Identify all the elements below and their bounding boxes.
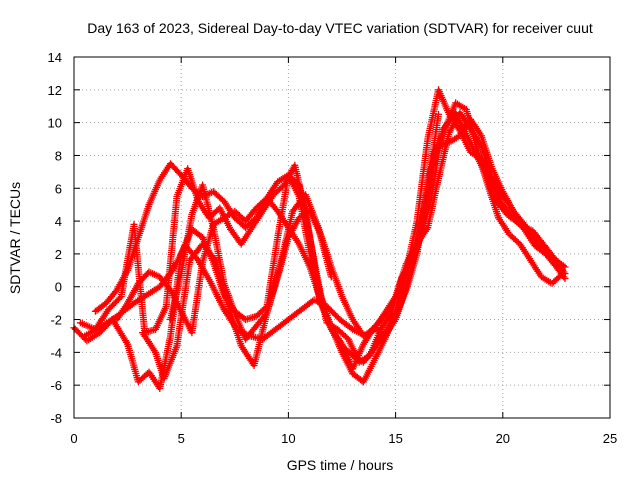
x-tick-label: 10 bbox=[281, 431, 295, 446]
chart-title: Day 163 of 2023, Sidereal Day-to-day VTE… bbox=[87, 20, 593, 36]
x-tick-label: 5 bbox=[178, 431, 185, 446]
y-tick-label: 6 bbox=[55, 181, 62, 196]
data-point-markers bbox=[91, 86, 569, 386]
y-tick-label: -6 bbox=[50, 378, 62, 393]
x-tick-label: 0 bbox=[70, 431, 77, 446]
x-tick-label: 20 bbox=[496, 431, 510, 446]
y-axis-label: SDTVAR / TECUs bbox=[7, 182, 23, 294]
series-track-3 bbox=[91, 86, 569, 386]
series-track-7 bbox=[139, 191, 335, 383]
y-tick-label: -2 bbox=[50, 313, 62, 328]
y-tick-label: 14 bbox=[48, 50, 62, 65]
data-point-markers bbox=[139, 191, 335, 383]
x-tick-label: 15 bbox=[388, 431, 402, 446]
axis-ticks: 0 5 10 15 20 25 -8 -6 -4 -2 0 2 4 6 8 10 12 14 bbox=[48, 50, 618, 446]
y-tick-label: 12 bbox=[48, 83, 62, 98]
y-tick-label: 2 bbox=[55, 247, 62, 262]
y-tick-label: 10 bbox=[48, 116, 62, 131]
data-points bbox=[70, 86, 569, 392]
y-tick-label: -4 bbox=[50, 345, 62, 360]
x-tick-label: 25 bbox=[603, 431, 617, 446]
y-tick-label: 0 bbox=[55, 280, 62, 295]
y-tick-label: -8 bbox=[50, 411, 62, 426]
y-tick-label: 8 bbox=[55, 148, 62, 163]
plot-frame bbox=[73, 56, 611, 419]
y-tick-label: 4 bbox=[55, 214, 62, 229]
x-axis-label: GPS time / hours bbox=[287, 457, 394, 473]
